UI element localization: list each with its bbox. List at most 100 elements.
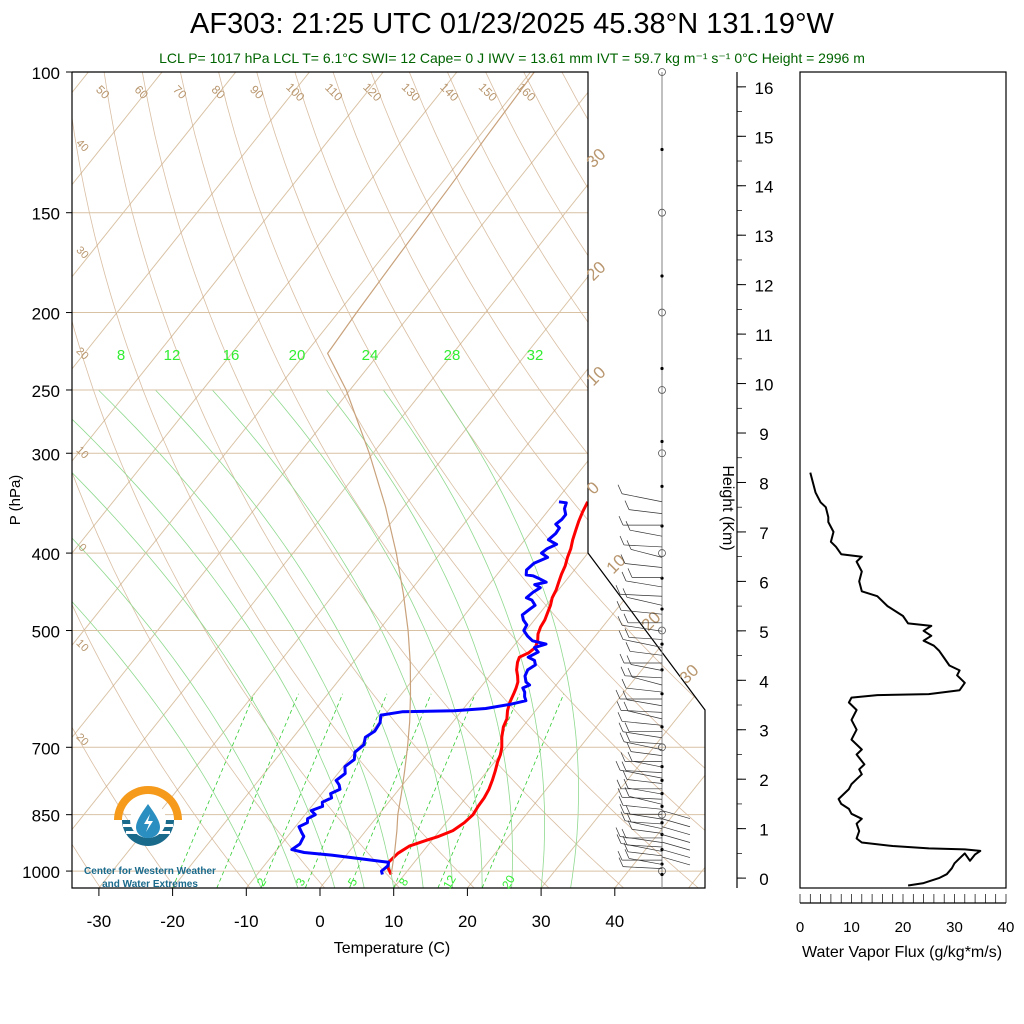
wind-level-marker <box>658 68 666 76</box>
wind-barb-flag <box>621 678 627 689</box>
skew-t-background <box>72 72 705 888</box>
mixing-ratio-line <box>437 693 520 888</box>
wind-barb <box>620 710 663 713</box>
chart-subtitle: LCL P= 1017 hPa LCL T= 6.1°C SWI= 12 Cap… <box>159 50 865 66</box>
wind-barb <box>630 751 663 756</box>
height-tick-label: 9 <box>759 425 768 444</box>
cw3e-logo <box>114 786 182 846</box>
wind-barb-flag <box>624 722 630 732</box>
wind-barb-flag <box>616 701 622 711</box>
wind-barb <box>629 650 663 656</box>
logo-sun-arc <box>114 786 182 820</box>
wind-barb <box>627 787 663 795</box>
flux-tick-label: 20 <box>895 919 912 936</box>
wind-barb <box>661 849 691 858</box>
isotherm-line <box>72 72 310 888</box>
wind-barb-flag <box>618 515 624 526</box>
wind-barb <box>619 836 663 843</box>
moist-adiabat-line <box>98 389 395 888</box>
y-tick-label: 100 <box>32 64 60 83</box>
wind-level-dot <box>660 274 664 278</box>
wind-level-dot <box>660 484 664 488</box>
wind-barb-flag <box>618 796 624 806</box>
wind-barb <box>620 843 663 852</box>
wind-barb <box>626 699 663 707</box>
isotherm-right-label: 20 <box>583 258 610 285</box>
wind-level-dot <box>660 668 664 672</box>
mixing-ratio-line <box>393 693 476 888</box>
wind-barb-flag <box>622 690 628 700</box>
wind-level-marker <box>658 386 666 394</box>
isotherm-left-label: 20 <box>74 345 91 362</box>
isotherm-line <box>72 72 679 888</box>
isotherm-line <box>319 72 705 888</box>
wind-barb <box>630 821 663 825</box>
isotherm-line <box>72 72 605 888</box>
wind-barb <box>629 529 663 537</box>
wind-barb-flag <box>621 761 627 771</box>
x-tick-label: -20 <box>160 912 185 931</box>
wind-barb <box>628 637 663 640</box>
wind-barb <box>619 593 663 597</box>
dewpoint-line <box>290 500 568 875</box>
height-tick-label: 16 <box>755 79 774 98</box>
dry-adiabat-line <box>256 72 705 888</box>
moist-adiabat-label: 20 <box>289 347 306 364</box>
mixing-ratio-label: 2 <box>254 875 270 888</box>
isotherm-line <box>614 72 705 888</box>
y-tick-label: 500 <box>32 623 60 642</box>
wind-barb <box>630 664 663 671</box>
temperature-line <box>386 501 590 876</box>
isotherm-right-label: 0 <box>583 478 603 498</box>
wind-barb-flag <box>625 642 631 652</box>
wind-barb <box>623 741 663 751</box>
wind-barb <box>621 493 663 503</box>
isotherm-line <box>540 72 705 888</box>
wind-barb-flag <box>626 742 632 752</box>
x-tick-label: 10 <box>384 912 403 931</box>
isotherm-top-label: 110 <box>322 80 346 104</box>
wind-barb <box>628 509 663 514</box>
wind-barb <box>621 720 663 726</box>
wind-barb-flag <box>624 500 630 510</box>
wind-level-dot <box>660 642 664 646</box>
isotherm-top-label: 120 <box>360 80 384 104</box>
moist-adiabat-line <box>155 389 424 888</box>
isotherm-line <box>72 72 384 888</box>
y-tick-label: 850 <box>32 807 60 826</box>
wind-level-marker <box>658 549 666 557</box>
x-tick-label: -10 <box>234 912 259 931</box>
wind-barb-flag <box>624 849 630 859</box>
wind-barb <box>621 796 663 800</box>
wind-barb <box>626 844 663 848</box>
moist-adiabat-label: 32 <box>527 347 544 364</box>
wind-level-dot <box>660 872 664 877</box>
parcel-line <box>327 72 535 875</box>
moist-adiabat-label: 16 <box>223 347 240 364</box>
wind-barb-flag <box>618 722 624 732</box>
x-tick-label: -30 <box>87 912 112 931</box>
wind-barb-flag <box>627 667 633 678</box>
skew-t-frame <box>66 71 706 896</box>
height-tick-label: 11 <box>755 326 773 345</box>
isotherm-right-label: 30 <box>583 145 610 172</box>
mixing-ratio-line <box>260 693 344 888</box>
wind-barb <box>622 731 663 739</box>
wind-level-dot <box>660 147 664 152</box>
height-tick-label: 14 <box>755 178 774 197</box>
moist-adiabat-line <box>439 389 579 888</box>
isotherm-line <box>393 72 705 888</box>
flux-frame <box>736 71 1007 904</box>
wind-barb-flag <box>626 655 632 665</box>
wind-barb <box>622 639 663 648</box>
wind-barb <box>625 687 663 693</box>
dry-adiabat-line <box>72 72 326 888</box>
wind-barb-flag <box>622 770 628 780</box>
wind-barb <box>631 760 663 768</box>
dry-adiabat-line <box>523 72 705 888</box>
dry-adiabat-line <box>294 72 705 888</box>
skew-t-border <box>71 71 706 889</box>
wind-barb-flag <box>616 834 622 844</box>
logo-text-2: and Water Extremes <box>102 879 198 890</box>
moist-adiabat-line <box>212 389 454 888</box>
